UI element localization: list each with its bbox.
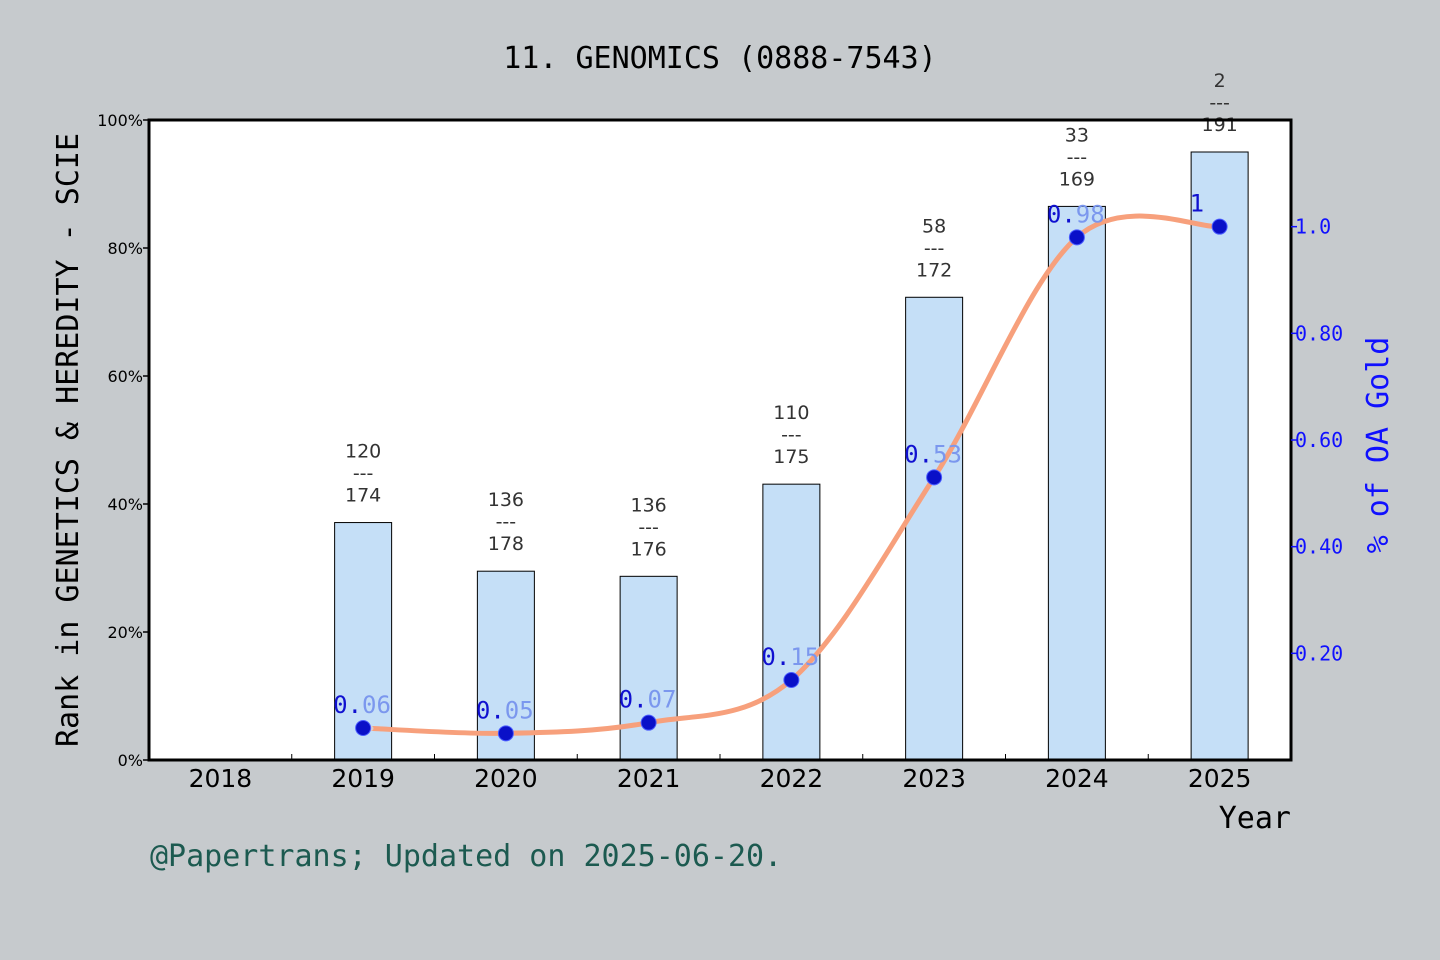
rank-numerator-label: 58 <box>922 215 946 237</box>
bar <box>1190 151 1249 761</box>
rank-separator-label: --- <box>1067 146 1088 168</box>
rank-numerator-label: 136 <box>630 494 666 516</box>
y2-tick-label: 0.80 <box>1295 321 1343 345</box>
bar <box>762 483 821 761</box>
rank-numerator-label: 110 <box>773 402 809 424</box>
y-tick-label: 60% <box>107 367 143 386</box>
y2-tick-label: 0.40 <box>1295 535 1343 559</box>
y2-tick-label: 1.0 <box>1295 215 1331 239</box>
rank-numerator-label: 33 <box>1065 124 1089 146</box>
x-tick-label: 2022 <box>760 764 824 793</box>
rank-separator-label: --- <box>353 463 374 485</box>
y-axis-label: Rank in GENETICS & HEREDITY - SCIE <box>51 133 86 747</box>
x-tick-label: 2019 <box>331 764 395 793</box>
y2-tick-label: 0.60 <box>1295 428 1343 452</box>
rank-separator-label: --- <box>781 424 802 446</box>
oa-gold-value-label: 0.07 <box>619 686 677 714</box>
oa-gold-point <box>1068 229 1085 246</box>
x-tick-label: 2020 <box>474 764 538 793</box>
oa-gold-value-label: 0.53 <box>904 440 962 468</box>
credit-text: @Papertrans; Updated on 2025-06-20. <box>150 839 782 874</box>
rank-separator-label: --- <box>496 511 517 533</box>
oa-gold-point <box>926 469 943 486</box>
oa-gold-value-label: 0.06 <box>333 691 391 719</box>
rank-separator-label: --- <box>1209 92 1230 114</box>
y2-axis-label: % of OA Gold <box>1361 337 1396 554</box>
y2-tick-label: 0.20 <box>1295 641 1343 665</box>
oa-gold-point <box>783 672 800 688</box>
y-tick-label: 40% <box>107 495 143 514</box>
rank-denominator-label: 178 <box>488 533 524 555</box>
bar <box>1047 205 1106 761</box>
bar <box>619 575 678 761</box>
x-axis-label: Year <box>1219 801 1291 836</box>
oa-gold-value-label: 1 <box>1190 190 1204 218</box>
x-tick-label: 2025 <box>1188 764 1252 793</box>
rank-numerator-label: 120 <box>345 441 381 463</box>
chart-title: 11. GENOMICS (0888-7543) <box>503 41 936 76</box>
y-tick-label: 20% <box>107 623 143 642</box>
rank-numerator-label: 2 <box>1214 70 1226 92</box>
rank-denominator-label: 172 <box>916 259 952 281</box>
rank-denominator-label: 176 <box>630 538 666 560</box>
x-tick-label: 2023 <box>902 764 966 793</box>
rank-denominator-label: 169 <box>1059 168 1095 190</box>
x-tick-label: 2021 <box>617 764 681 793</box>
oa-gold-point <box>640 714 657 731</box>
x-tick-label: 2018 <box>189 764 253 793</box>
oa-gold-point <box>1211 218 1228 235</box>
oa-gold-point <box>497 725 514 742</box>
y-tick-label: 0% <box>118 751 143 770</box>
rank-denominator-label: 175 <box>773 446 809 468</box>
plot-area: 120---174 136---178136---176110---17558--… <box>51 70 1396 836</box>
rank-numerator-label: 136 <box>488 489 524 511</box>
rank-denominator-label: 191 <box>1201 114 1237 136</box>
oa-gold-value-label: 0.98 <box>1047 200 1105 228</box>
oa-gold-value-label: 0.05 <box>476 696 534 724</box>
x-tick-label: 2024 <box>1045 764 1109 793</box>
rank-separator-label: --- <box>638 516 659 538</box>
oa-gold-value-label: 0.15 <box>761 643 819 671</box>
rank-separator-label: --- <box>924 237 945 259</box>
y-tick-label: 80% <box>107 239 143 258</box>
oa-gold-point <box>355 720 372 736</box>
y-tick-label: 100% <box>97 111 143 130</box>
rank-denominator-label: 174 <box>345 485 381 507</box>
bar <box>905 296 964 761</box>
